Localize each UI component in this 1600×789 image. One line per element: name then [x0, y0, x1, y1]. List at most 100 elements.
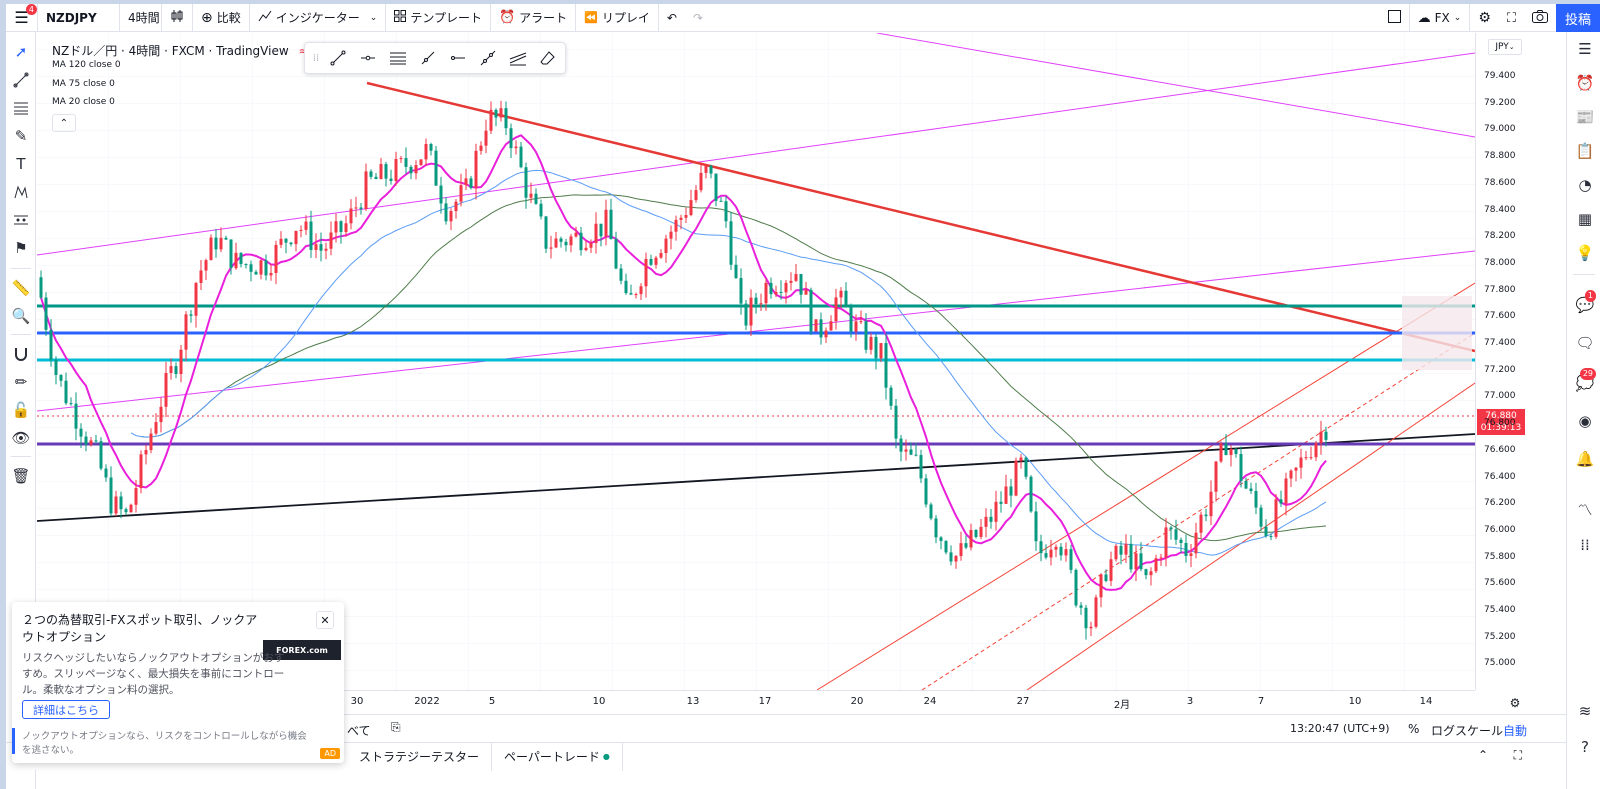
templates-button[interactable]: テンプレート — [386, 4, 491, 32]
maximize-panel-button[interactable]: ⛶ — [1514, 748, 1522, 763]
candle-body — [364, 171, 368, 209]
alerts-button[interactable]: ⏰ アラート — [491, 4, 577, 32]
parallel-channel-icon[interactable] — [383, 43, 413, 73]
candle-body — [1069, 549, 1073, 570]
ruler-icon[interactable]: 📏 — [11, 279, 31, 297]
red-channel-median — [921, 332, 1475, 690]
checkered-flag-icon[interactable]: ⚑ — [14, 239, 28, 257]
candle-body — [644, 258, 648, 287]
brush-icon[interactable]: ✎ — [14, 127, 28, 145]
ad-details-button[interactable]: 詳細はこちら — [22, 700, 110, 719]
dots-grid-icon[interactable]: ⁞⁞ — [1580, 536, 1590, 554]
chat-icon[interactable]: 💬 1 — [1575, 290, 1596, 314]
alarm-icon[interactable]: ⏰ — [1575, 74, 1595, 92]
candle-body — [994, 501, 998, 522]
ad-body: リスクヘッジしたいならノックアウトオプションがおすすめ。スリッページなく、最大損… — [22, 652, 285, 696]
ad-close-button[interactable]: ✕ — [316, 611, 334, 629]
clock-label[interactable]: 13:20:47 (UTC+9) — [1290, 722, 1390, 735]
lightbulb-icon[interactable]: 💡 — [1575, 244, 1595, 262]
cloud-save-button[interactable]: ☁ FX ⌄ — [1410, 4, 1471, 32]
cursor-icon[interactable]: ➚ — [14, 43, 28, 61]
screenshot-button[interactable] — [1524, 4, 1556, 32]
candle-body — [394, 158, 398, 181]
calendar-list-icon[interactable]: 📋 — [1575, 142, 1595, 160]
stay-in-drawing-icon[interactable]: ✏ — [14, 373, 28, 391]
candle-body — [164, 372, 168, 407]
prediction-icon[interactable] — [11, 210, 31, 230]
help-icon[interactable]: ? — [1581, 738, 1589, 756]
trash-icon[interactable]: 🗑 — [11, 467, 31, 485]
text-icon[interactable]: T — [16, 155, 26, 173]
price-axis[interactable]: JPY ⌄ 76.880 01:39:13 79.400 79.200 79.000 7… — [1475, 33, 1531, 690]
candle-body — [1114, 545, 1118, 560]
ideas-icon[interactable]: 💭 29 — [1575, 368, 1596, 392]
redo-button[interactable]: ↷ — [685, 4, 711, 32]
grid-icon — [394, 10, 407, 25]
legend-collapse-button[interactable]: ⌃ — [52, 114, 76, 132]
settings-button[interactable]: ⚙ — [1470, 4, 1499, 32]
trend-line-icon[interactable] — [11, 70, 31, 90]
extended-line-icon[interactable] — [473, 43, 503, 73]
messages-icon[interactable]: 🗨 — [1575, 334, 1595, 352]
chart-type-button[interactable] — [162, 4, 193, 32]
ad-logo[interactable]: FOREX.com — [263, 640, 341, 660]
candle-body — [744, 303, 748, 326]
fib-channel-icon[interactable] — [503, 43, 533, 73]
pie-icon[interactable]: ◔ — [1578, 176, 1592, 194]
chevron-down-icon: ⌄ — [369, 12, 378, 23]
watchlist-icon[interactable]: ☰ — [1578, 40, 1592, 58]
fib-retracement-icon[interactable] — [11, 98, 31, 118]
candle-body — [1074, 569, 1078, 606]
horizontal-line-icon[interactable] — [443, 43, 473, 73]
eraser-icon[interactable] — [533, 43, 563, 73]
layers-icon[interactable]: ≋ — [1578, 702, 1592, 720]
horizontal-ray-icon[interactable] — [353, 43, 383, 73]
ray-icon[interactable] — [413, 43, 443, 73]
menu-button[interactable]: ☰ 4 — [6, 4, 38, 32]
trendline-tool-icon[interactable] — [323, 43, 353, 73]
publish-button[interactable]: 投稿 — [1556, 4, 1600, 32]
eye-icon[interactable]: 👁 — [11, 429, 31, 447]
candle-body — [1179, 539, 1183, 543]
magnet-icon[interactable] — [11, 344, 31, 364]
fullscreen-button[interactable]: ⛶ — [1499, 4, 1524, 32]
bell-icon[interactable]: 🔔 — [1575, 450, 1595, 468]
candle-body — [869, 336, 873, 350]
undo-button[interactable]: ↶ — [659, 4, 685, 32]
time-tick: 13 — [686, 696, 700, 707]
candle-body — [74, 403, 78, 429]
signal-icon[interactable]: 〽 — [1577, 500, 1593, 519]
timeframe-button[interactable]: 4時間 — [120, 4, 162, 32]
layout-button[interactable] — [1380, 4, 1410, 32]
tab-strategy-tester[interactable]: ストラテジーテスター — [347, 742, 493, 771]
stream-icon[interactable]: ◉ — [1578, 412, 1592, 430]
goto-date-icon[interactable]: ⎘ — [391, 720, 401, 734]
legend-ma-75[interactable]: MA 75 close 0 — [52, 79, 115, 89]
pattern-icon[interactable] — [11, 182, 31, 202]
currency-button[interactable]: JPY ⌄ — [1488, 39, 1522, 55]
price-chart[interactable] — [37, 33, 1475, 690]
lock-icon[interactable]: 🔓 — [11, 401, 31, 419]
compare-button[interactable]: ⊕ 比較 — [193, 4, 250, 32]
chart-pane[interactable] — [37, 33, 1475, 690]
drag-handle-icon[interactable]: ⁞⁞ — [312, 52, 320, 64]
price-tick: 77.200 — [1484, 364, 1516, 375]
zoom-in-icon[interactable]: 🔍 — [11, 307, 31, 325]
replay-button[interactable]: ⏪ リプレイ — [576, 4, 659, 32]
time-tick: 27 — [1016, 696, 1030, 707]
indicators-button[interactable]: インジケーター ⌄ — [250, 4, 387, 32]
range-all-button[interactable]: べて — [347, 724, 371, 738]
percent-button[interactable]: % — [1408, 722, 1420, 736]
log-scale-button[interactable]: ログスケール — [1431, 724, 1504, 738]
calendar-icon[interactable]: ▦ — [1577, 210, 1593, 228]
legend-ma-120[interactable]: MA 120 close 0 — [52, 60, 121, 70]
collapse-panel-button[interactable]: ⌃ — [1478, 748, 1488, 762]
tab-paper-trading[interactable]: ペーパートレード ● — [492, 742, 623, 771]
candle-body — [984, 516, 988, 527]
news-icon[interactable]: 📰 — [1575, 108, 1595, 126]
symbol-search[interactable]: NZDJPY — [38, 4, 120, 32]
legend-ma-20[interactable]: MA 20 close 0 — [52, 97, 115, 107]
candle-body — [1149, 571, 1153, 576]
axis-settings-button[interactable]: ⚙ — [1505, 693, 1525, 713]
auto-scale-button[interactable]: 自動 — [1503, 724, 1528, 738]
